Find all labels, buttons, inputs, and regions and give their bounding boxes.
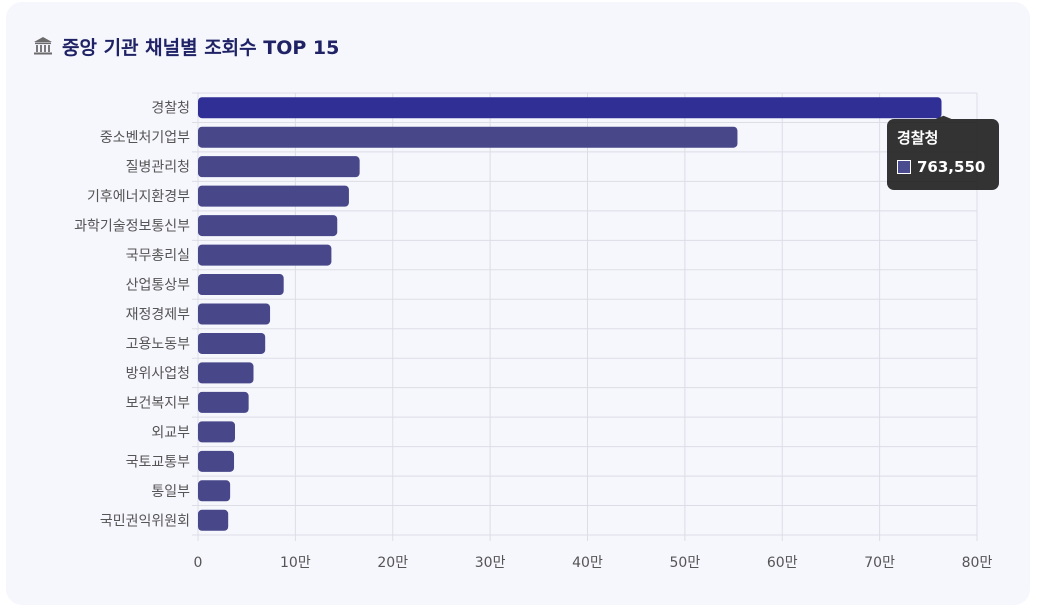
x-tick-label: 40만 [572, 555, 603, 571]
tooltip-swatch [897, 160, 911, 174]
category-label: 중소벤처기업부 [100, 130, 190, 146]
category-label: 보건복지부 [126, 395, 191, 411]
x-tick-label: 20만 [377, 555, 408, 571]
bar [198, 362, 254, 384]
bar [198, 156, 360, 178]
x-tick-label: 30만 [475, 555, 506, 571]
x-tick-label: 0 [194, 555, 203, 571]
category-label: 국민권익위원회 [100, 513, 190, 529]
tooltip-value: 763,550 [917, 158, 986, 176]
category-label: 방위사업청 [126, 366, 190, 382]
x-tick-label: 60만 [767, 555, 798, 571]
x-tick-label: 80만 [962, 555, 993, 571]
chart-tooltip: 경찰청 763,550 [887, 119, 999, 190]
tooltip-title: 경찰청 [897, 129, 939, 147]
category-label: 고용노동부 [126, 336, 191, 352]
category-label: 외교부 [151, 425, 190, 441]
category-label: 기후에너지환경부 [87, 189, 190, 205]
bank-building-icon [34, 37, 52, 55]
bar [198, 274, 284, 296]
x-tick-label: 50만 [670, 555, 701, 571]
tooltip-row: 763,550 [897, 158, 989, 176]
category-label: 산업통상부 [126, 278, 191, 294]
tooltip-pointer [935, 115, 952, 119]
bar [198, 215, 338, 237]
bar [198, 332, 266, 354]
category-label: 통일부 [151, 484, 190, 500]
bar [198, 480, 231, 502]
bar [198, 185, 349, 207]
category-label: 재정경제부 [126, 307, 191, 323]
bar [198, 97, 942, 119]
category-label: 과학기술정보통신부 [74, 219, 190, 235]
x-tick-label: 70만 [864, 555, 895, 571]
category-label: 국무총리실 [126, 248, 190, 264]
bar [198, 450, 235, 472]
bar [198, 509, 229, 531]
bar [198, 303, 271, 325]
bar [198, 391, 249, 413]
bar [198, 421, 236, 443]
bar [198, 244, 332, 266]
bar [198, 126, 738, 148]
card-title-text: 중앙 기관 채널별 조회수 TOP 15 [62, 36, 340, 59]
category-label: 경찰청 [151, 101, 190, 117]
category-label: 국토교통부 [126, 454, 191, 470]
x-tick-label: 10만 [280, 555, 311, 571]
category-label: 질병관리청 [126, 160, 190, 176]
card-title: 중앙 기관 채널별 조회수 TOP 15 [32, 32, 339, 60]
